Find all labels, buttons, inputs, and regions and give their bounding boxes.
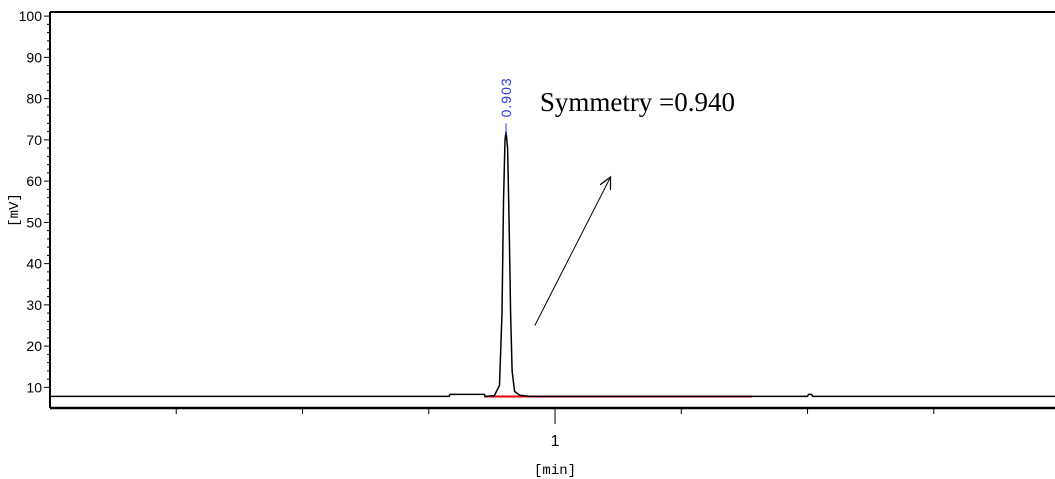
x-axis-label: [min] (534, 463, 576, 479)
y-tick-label: 20 (26, 338, 42, 354)
series-line-0 (50, 131, 1055, 398)
series-layer (50, 123, 1055, 398)
ticks (44, 15, 935, 424)
y-tick-label: 80 (26, 91, 42, 107)
y-axis-label: [mV] (7, 193, 23, 227)
y-tick-label: 10 (26, 379, 42, 395)
y-tick-label: 90 (26, 49, 42, 65)
annotation-arrow (534, 177, 611, 326)
y-tick-label: 100 (19, 8, 43, 24)
y-tick-label: 70 (26, 132, 42, 148)
y-tick-label: 40 (26, 256, 42, 272)
label-layer: 10 20 30 40 50 60 70 80 90 100 1 [min] [mV] 0.903 Symm… (7, 8, 735, 479)
y-tick-label: 50 (26, 214, 42, 230)
y-tick-label: 60 (26, 173, 42, 189)
x-tick-label: 1 (551, 433, 560, 450)
axes (49, 11, 1055, 410)
symmetry-annotation: Symmetry =0.940 (540, 87, 735, 117)
y-tick-label: 30 (26, 297, 42, 313)
peak-retention-label: 0.903 (498, 77, 514, 117)
